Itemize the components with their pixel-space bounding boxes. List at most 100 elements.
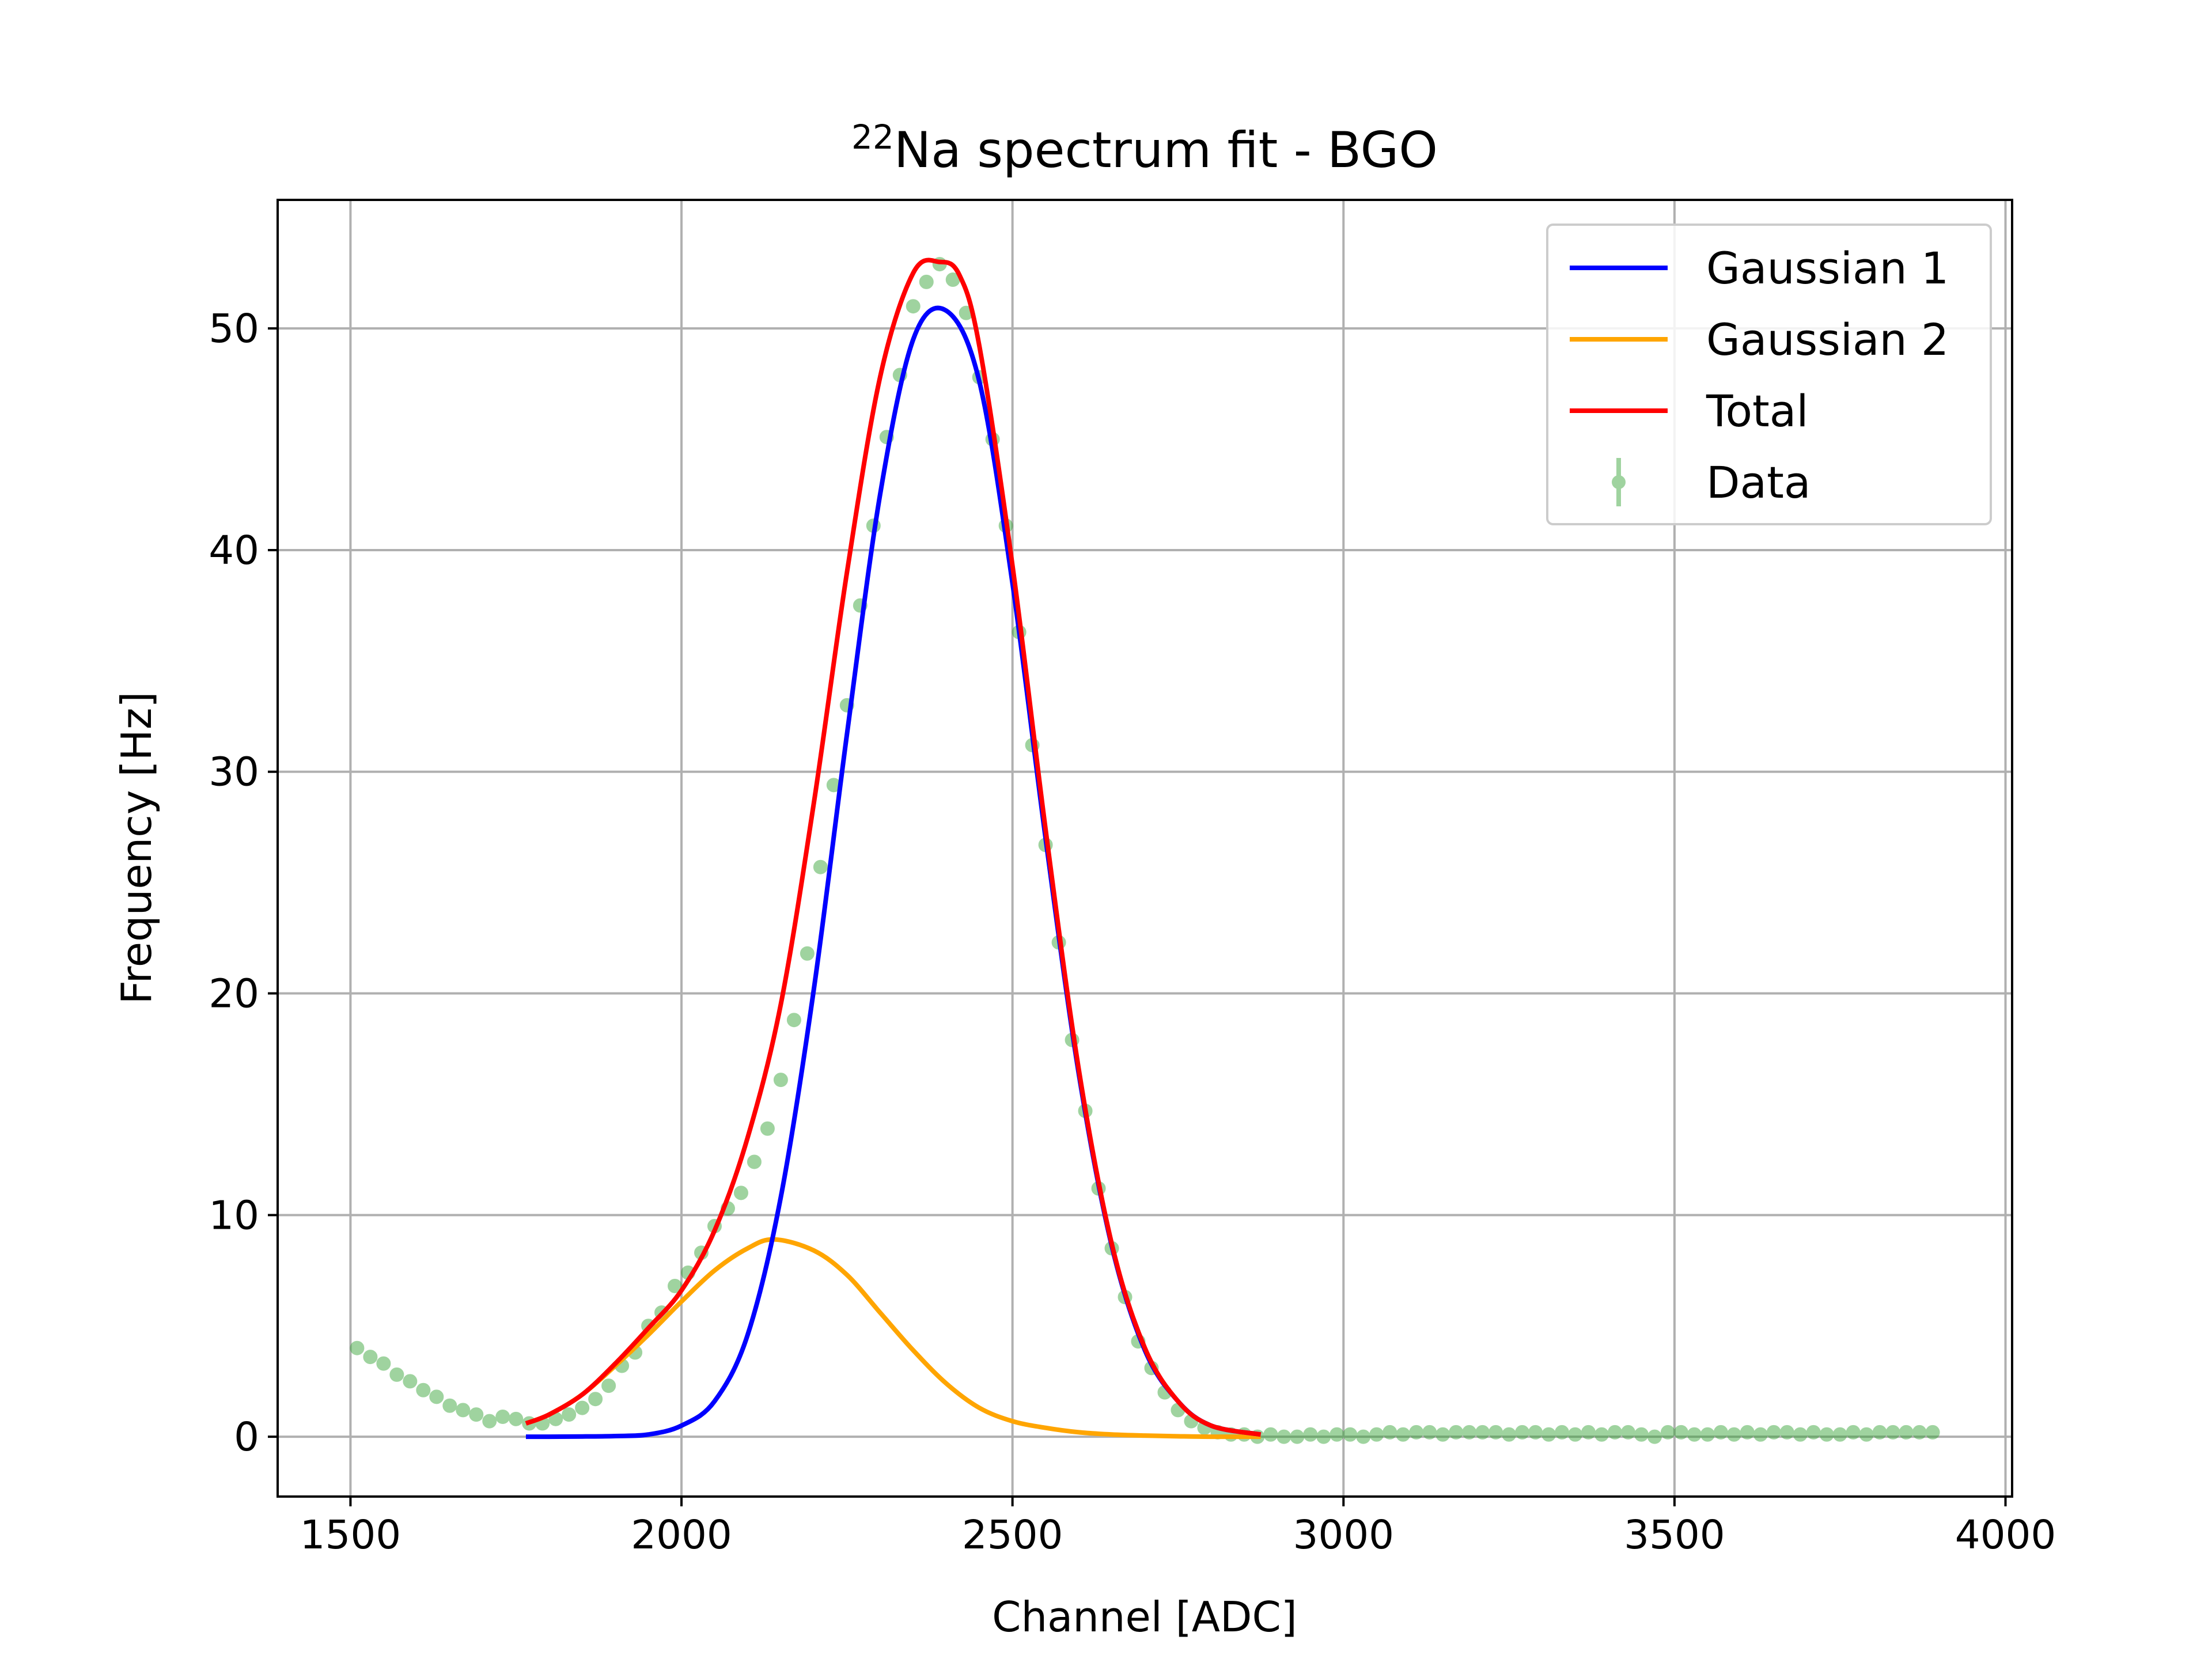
data-point	[588, 1392, 603, 1407]
legend-label-total: Total	[1706, 385, 1809, 437]
y-axis-label: Frequency [Hz]	[112, 692, 161, 1005]
data-point	[1409, 1425, 1424, 1440]
y-tick-label: 30	[209, 749, 259, 796]
series-line-gaussian-2	[525, 1237, 1261, 1440]
data-point	[429, 1389, 444, 1404]
data-point	[1462, 1425, 1477, 1440]
data-point	[1925, 1425, 1940, 1440]
y-tick-label: 0	[234, 1414, 259, 1460]
data-point	[1343, 1427, 1358, 1442]
x-tick-label: 2000	[631, 1512, 732, 1558]
data-point	[813, 859, 828, 874]
data-point	[1475, 1425, 1490, 1440]
data-point	[575, 1400, 590, 1415]
data-point	[1647, 1429, 1662, 1444]
data-point	[1607, 1425, 1622, 1440]
data-point	[1912, 1425, 1927, 1440]
data-point	[363, 1350, 378, 1365]
plot-area	[350, 257, 1940, 1444]
y-tick-label: 10	[209, 1192, 259, 1238]
data-point	[1872, 1425, 1887, 1440]
data-point	[1330, 1427, 1344, 1442]
data-point	[1528, 1425, 1543, 1440]
data-point	[1819, 1427, 1834, 1442]
data-point	[668, 1278, 683, 1293]
data-point	[1726, 1427, 1741, 1442]
data-point	[786, 1013, 801, 1028]
data-point	[1766, 1425, 1781, 1440]
data-point	[1687, 1427, 1702, 1442]
data-point	[1277, 1429, 1291, 1444]
data-point	[1290, 1429, 1305, 1444]
data-point	[562, 1407, 577, 1422]
data-point	[601, 1378, 616, 1393]
data-point	[1832, 1427, 1847, 1442]
data-point	[1899, 1425, 1914, 1440]
data-point	[1700, 1427, 1715, 1442]
legend-box	[1546, 224, 1992, 525]
data-point	[1673, 1425, 1688, 1440]
data-point	[1713, 1425, 1728, 1440]
x-tick-label: 1500	[300, 1512, 402, 1558]
grid	[278, 200, 2012, 1497]
data-point	[760, 1121, 775, 1136]
data-point	[1502, 1427, 1517, 1442]
y-tick-label: 40	[209, 528, 259, 574]
data-point	[456, 1403, 471, 1418]
chart-title-superscript: 22	[851, 118, 894, 157]
axis-ticks: 1500 2000 2500 3000 3500 4000 0 10 20 30 40 50	[209, 306, 2056, 1558]
data-point	[1660, 1425, 1675, 1440]
x-tick-label: 2500	[962, 1512, 1063, 1558]
data-point	[1382, 1425, 1397, 1440]
data-point	[747, 1154, 762, 1169]
data-point	[350, 1340, 365, 1355]
legend-label-data: Data	[1706, 457, 1810, 508]
data-point	[1356, 1429, 1371, 1444]
legend-label-gaussian-1: Gaussian 1	[1706, 243, 1949, 294]
y-tick-label: 50	[209, 306, 259, 352]
x-tick-label: 4000	[1955, 1512, 2056, 1558]
data-point	[389, 1367, 404, 1382]
data-point	[919, 274, 934, 289]
chart-title: 22Na spectrum fit - BGO	[851, 118, 1438, 179]
data-point	[1303, 1427, 1318, 1442]
data-point	[376, 1356, 391, 1371]
data-point	[1422, 1425, 1437, 1440]
data-point	[442, 1398, 457, 1413]
legend-swatch-data	[1612, 458, 1626, 506]
data-point	[1859, 1427, 1874, 1442]
data-point	[1620, 1425, 1635, 1440]
y-tick-label: 20	[209, 971, 259, 1017]
data-point	[1449, 1425, 1464, 1440]
data-point	[1263, 1427, 1278, 1442]
data-point	[733, 1185, 748, 1200]
data-point	[800, 946, 815, 961]
data-point	[1396, 1427, 1411, 1442]
legend: Gaussian 1 Gaussian 2 Total Data	[1546, 224, 1992, 525]
data-point	[1779, 1425, 1794, 1440]
data-point	[1753, 1427, 1768, 1442]
data-point	[509, 1411, 524, 1426]
data-point	[1885, 1425, 1900, 1440]
data-point	[1555, 1425, 1570, 1440]
data-point	[773, 1073, 788, 1088]
data-point	[906, 299, 921, 314]
data-point	[1568, 1427, 1583, 1442]
data-point	[1634, 1427, 1649, 1442]
data-point	[1793, 1427, 1808, 1442]
data-point	[1316, 1429, 1331, 1444]
data-point	[482, 1414, 497, 1429]
legend-label-gaussian-2: Gaussian 2	[1706, 314, 1949, 365]
data-point	[1740, 1425, 1755, 1440]
x-tick-label: 3500	[1624, 1512, 1725, 1558]
x-axis-label: Channel [ADC]	[992, 1593, 1297, 1641]
data-point	[1846, 1425, 1861, 1440]
data-point	[416, 1382, 431, 1397]
data-point	[1369, 1427, 1384, 1442]
series-line-total	[525, 257, 1262, 1437]
data-point	[1488, 1425, 1503, 1440]
data-point	[469, 1407, 484, 1422]
x-tick-label: 3000	[1293, 1512, 1394, 1558]
data-point	[1515, 1425, 1530, 1440]
